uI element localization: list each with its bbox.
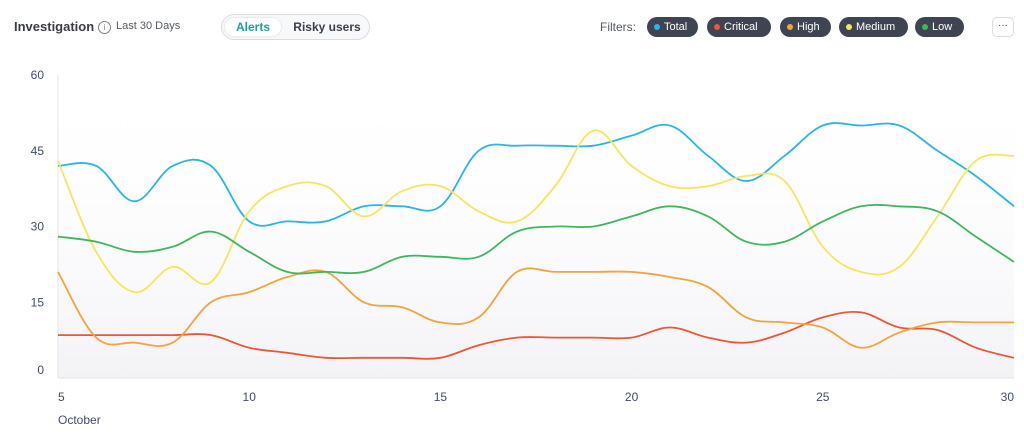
y-tick-labels: 0 15 30 45 60 xyxy=(31,68,45,377)
filter-label-low: Low xyxy=(932,21,953,33)
page-title: Investigation xyxy=(14,19,95,34)
filter-label-high: High xyxy=(797,21,820,33)
critical-dot-icon xyxy=(714,24,720,30)
more-options-button[interactable]: ··· xyxy=(992,17,1014,37)
series-line-total[interactable] xyxy=(57,122,1015,227)
y-tick-label: 15 xyxy=(31,295,45,309)
series-layer xyxy=(57,122,1015,360)
view-toggle: Alerts Risky users xyxy=(221,14,370,40)
y-tick-label: 60 xyxy=(31,68,45,82)
x-tick-label: 10 xyxy=(243,390,257,404)
series-line-low[interactable] xyxy=(57,203,1015,275)
x-tick-label: 25 xyxy=(816,390,830,404)
filter-label-critical: Critical xyxy=(724,21,758,33)
y-tick-label: 0 xyxy=(37,363,44,377)
x-tick-label: 20 xyxy=(625,390,639,404)
medium-dot-icon xyxy=(846,24,852,30)
high-dot-icon xyxy=(787,24,793,30)
filter-chip-medium[interactable]: Medium xyxy=(839,17,908,37)
filter-label-total: Total xyxy=(664,21,688,33)
chart-header: Investigation i Last 30 Days Alerts Risk… xyxy=(0,0,1024,56)
x-month-label: October xyxy=(58,413,101,427)
filters-label: Filters: xyxy=(600,20,636,34)
series-line-high[interactable] xyxy=(57,267,1014,349)
info-icon[interactable]: i xyxy=(98,21,111,34)
filter-chip-total[interactable]: Total xyxy=(647,17,698,37)
total-dot-icon xyxy=(654,24,660,30)
low-dot-icon xyxy=(922,24,928,30)
filter-chip-high[interactable]: High xyxy=(780,17,831,37)
filter-chip-critical[interactable]: Critical xyxy=(707,17,771,37)
series-line-medium[interactable] xyxy=(57,129,1015,294)
toggle-alerts[interactable]: Alerts xyxy=(225,18,281,36)
x-tick-label: 15 xyxy=(434,390,448,404)
x-tick-label: 30 xyxy=(1001,390,1015,404)
filter-chip-low[interactable]: Low xyxy=(915,17,964,37)
x-tick-label: 5 xyxy=(58,390,65,404)
y-tick-label: 30 xyxy=(31,220,45,234)
x-tick-labels: 5 10 15 20 25 30 xyxy=(58,390,1014,404)
series-line-critical[interactable] xyxy=(57,310,1015,360)
plot-background xyxy=(58,75,1014,378)
filter-label-medium: Medium xyxy=(856,21,896,33)
toggle-risky-users[interactable]: Risky users xyxy=(293,20,361,34)
y-tick-label: 45 xyxy=(31,144,45,158)
date-range-label: Last 30 Days xyxy=(116,20,181,32)
